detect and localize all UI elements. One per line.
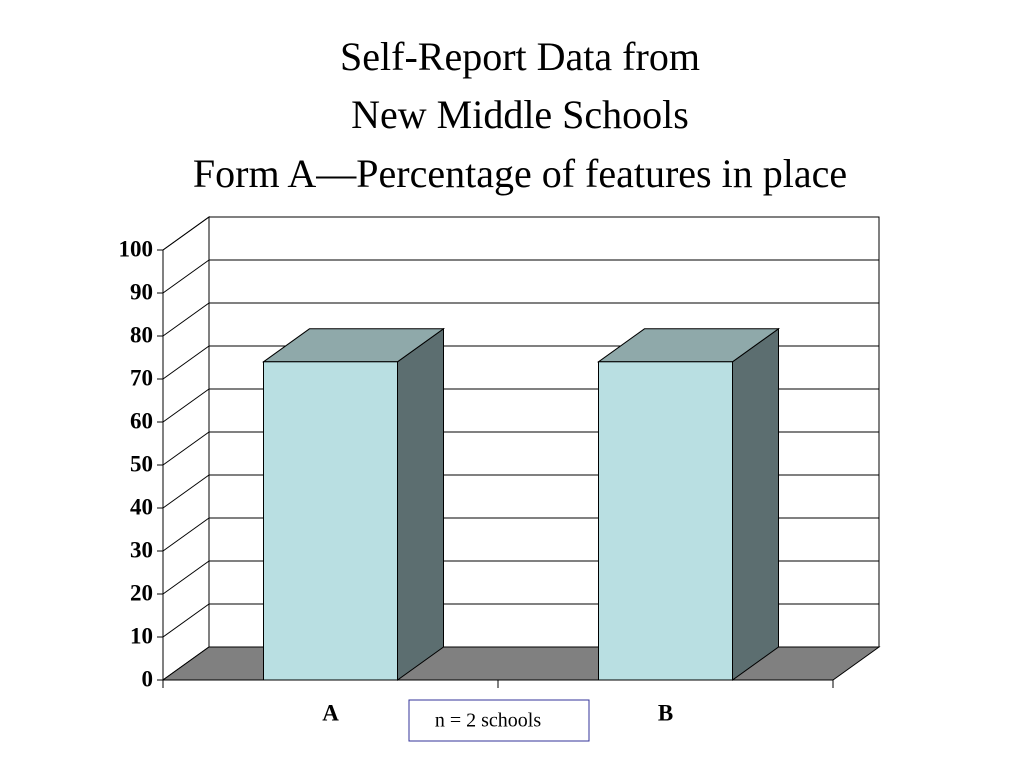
y-tick-label: 90 [130, 279, 153, 304]
bar-side [397, 327, 444, 681]
y-tick-label: 20 [130, 580, 153, 605]
y-tick-label: 80 [130, 322, 153, 347]
grid-line [162, 431, 210, 466]
y-tick-label: 30 [130, 537, 153, 562]
x-tick-label: A [322, 700, 339, 725]
chart-title: New Middle Schools [351, 92, 689, 137]
grid-line [162, 603, 210, 638]
grid-line [162, 388, 210, 423]
bar [598, 361, 733, 681]
grid-line [162, 517, 210, 552]
bar [263, 361, 398, 681]
grid-line [162, 474, 210, 509]
x-tick-label: B [658, 700, 673, 725]
y-tick-label: 40 [130, 494, 153, 519]
chart-title: Self-Report Data from [340, 34, 700, 79]
grid-line [162, 302, 210, 337]
y-tick-label: 100 [119, 236, 154, 261]
grid-line [162, 259, 210, 294]
annotation-box [408, 699, 590, 742]
chart-title: Form A—Percentage of features in place [193, 151, 847, 196]
y-tick-label: 60 [130, 408, 153, 433]
plot-area: 0 10 20 30 40 50 60 70 80 90 100 A B [119, 216, 881, 725]
grid-line [162, 345, 210, 380]
y-tick-label: 0 [142, 666, 154, 691]
bar-side [732, 327, 779, 681]
grid-line [162, 216, 210, 251]
grid-line [162, 560, 210, 595]
y-tick-label: 50 [130, 451, 153, 476]
annotation: n = 2 schools [435, 710, 541, 732]
y-tick-label: 70 [130, 365, 153, 390]
y-tick-label: 10 [130, 623, 153, 648]
